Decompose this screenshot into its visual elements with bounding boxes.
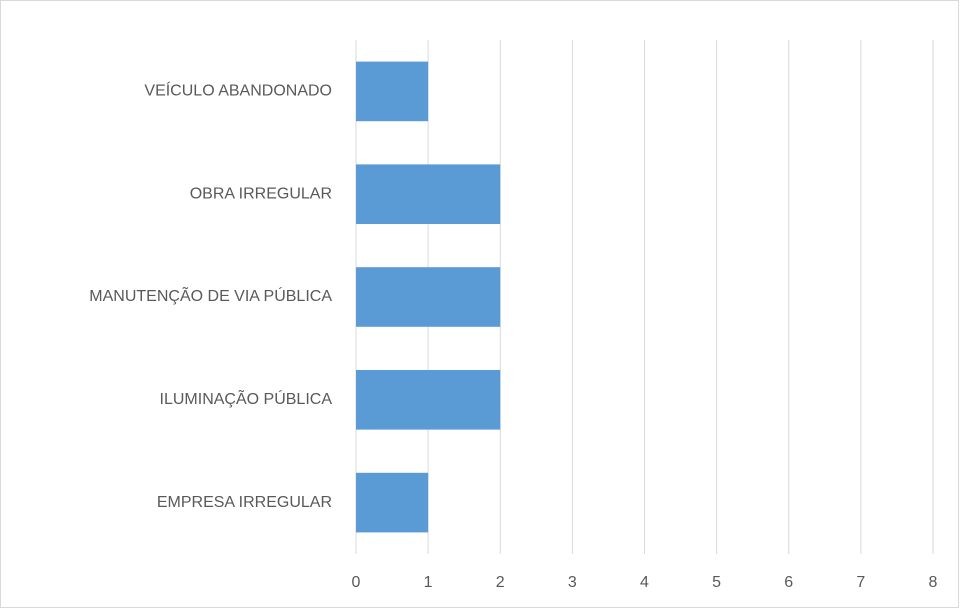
- bar: [356, 472, 429, 533]
- x-tick-label: 1: [424, 574, 433, 591]
- y-tick-label: MANUTENÇÃO DE VIA PÚBLICA: [89, 285, 332, 305]
- y-tick-label: EMPRESA IRREGULAR: [157, 494, 332, 511]
- y-tick-label: VEÍCULO ABANDONADO: [144, 81, 332, 100]
- x-tick-label: 6: [784, 574, 793, 591]
- y-tick-label: ILUMINAÇÃO PÚBLICA: [160, 388, 333, 408]
- x-tick-label: 2: [496, 574, 505, 591]
- x-tick-label: 0: [352, 574, 361, 591]
- x-tick-label: 3: [568, 574, 577, 591]
- bar: [356, 267, 501, 327]
- bar: [356, 369, 501, 430]
- x-tick-label: 5: [712, 574, 721, 591]
- x-tick-label: 7: [856, 574, 865, 591]
- bar: [356, 61, 429, 122]
- x-tick-label: 8: [929, 574, 938, 591]
- bar: [356, 164, 501, 225]
- y-tick-label: OBRA IRREGULAR: [190, 185, 332, 202]
- x-tick-label: 4: [640, 574, 649, 591]
